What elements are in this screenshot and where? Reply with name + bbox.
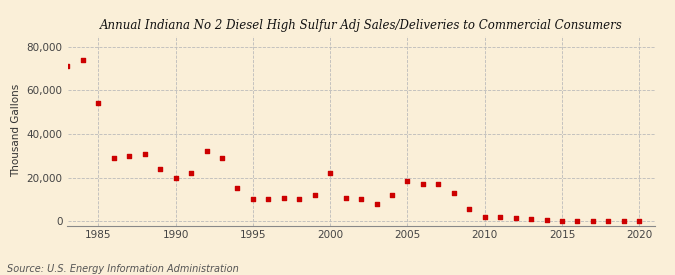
Point — [139, 151, 150, 156]
Point — [155, 167, 165, 171]
Point — [217, 156, 227, 160]
Point — [603, 219, 614, 223]
Point — [170, 175, 181, 180]
Point — [479, 214, 490, 219]
Y-axis label: Thousand Gallons: Thousand Gallons — [11, 84, 21, 177]
Text: Source: U.S. Energy Information Administration: Source: U.S. Energy Information Administ… — [7, 264, 238, 274]
Point — [557, 219, 568, 223]
Point — [294, 197, 304, 202]
Point — [634, 219, 645, 223]
Point — [448, 191, 459, 195]
Point — [572, 219, 583, 223]
Point — [526, 217, 537, 221]
Point — [402, 178, 413, 183]
Point — [186, 171, 196, 175]
Point — [109, 156, 119, 160]
Title: Annual Indiana No 2 Diesel High Sulfur Adj Sales/Deliveries to Commercial Consum: Annual Indiana No 2 Diesel High Sulfur A… — [100, 19, 622, 32]
Point — [510, 216, 521, 220]
Point — [124, 153, 135, 158]
Point — [62, 64, 73, 68]
Point — [232, 186, 243, 191]
Point — [78, 57, 88, 62]
Point — [356, 197, 367, 202]
Point — [248, 197, 259, 202]
Point — [387, 193, 398, 197]
Point — [263, 197, 274, 202]
Point — [201, 149, 212, 153]
Point — [464, 207, 475, 211]
Point — [495, 214, 506, 219]
Point — [279, 196, 290, 200]
Point — [433, 182, 443, 186]
Point — [340, 196, 351, 200]
Point — [325, 171, 335, 175]
Point — [418, 182, 429, 186]
Point — [587, 219, 598, 223]
Point — [371, 202, 382, 206]
Point — [309, 193, 320, 197]
Point — [618, 219, 629, 223]
Point — [541, 218, 552, 222]
Point — [93, 101, 104, 106]
